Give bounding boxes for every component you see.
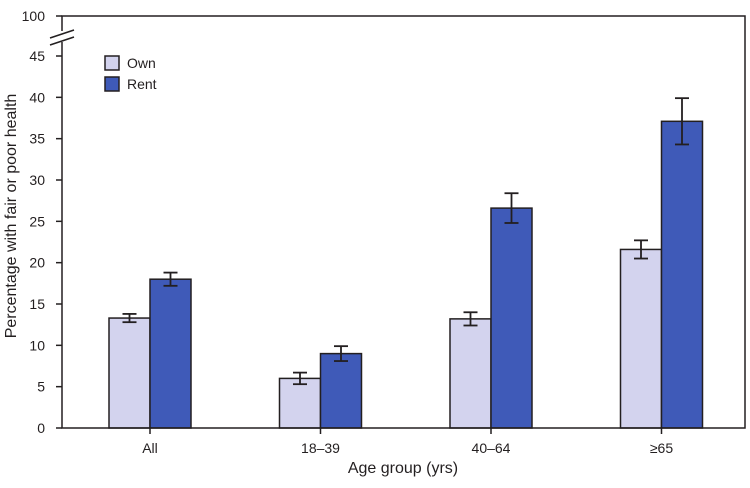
bar-own-2 [449,318,492,429]
x-tick-label: 18–39 [301,440,340,456]
y-tick-label: 30 [29,172,45,188]
y-tick-label: 40 [29,89,45,105]
x-tick-label: All [142,440,158,456]
legend-swatch-own [104,55,120,71]
legend-label-rent: Rent [127,76,157,92]
y-tick-label: 25 [29,213,45,229]
axis-break-mark [49,29,75,39]
y-tick-label: 0 [37,420,45,436]
y-tick-label: 5 [37,379,45,395]
y-tick-label: 20 [29,255,45,271]
bar-own-0 [108,317,151,429]
legend-swatch-rent [104,76,120,92]
x-tick-label: ≥65 [650,440,673,456]
bars [108,120,704,429]
x-tick-label: 40–64 [472,440,511,456]
x-axis-title: Age group (yrs) [348,460,458,477]
y-axis-ticks: 0 5 10 15 20 25 30 35 40 45 100 [22,8,62,436]
bar-rent-3 [660,120,704,429]
y-tick-label: 35 [29,131,45,147]
error-bars [122,97,689,386]
y-tick-label: 15 [29,296,45,312]
y-tick-label: 100 [22,8,46,24]
bar-own-1 [278,377,322,429]
y-axis-title: Percentage with fair or poor health [3,94,20,339]
axis-break-gap [54,31,70,42]
bar-own-3 [619,248,663,429]
bar-rent-1 [319,352,363,429]
legend-label-own: Own [127,55,156,71]
y-tick-label: 10 [29,337,45,353]
axis-break-mark [49,36,75,46]
bar-rent-2 [490,207,533,429]
x-axis-ticks: All 18–39 40–64 ≥65 [142,428,673,456]
bar-rent-0 [149,278,192,429]
y-tick-label: 45 [29,48,45,64]
legend: Own Rent [104,55,157,92]
